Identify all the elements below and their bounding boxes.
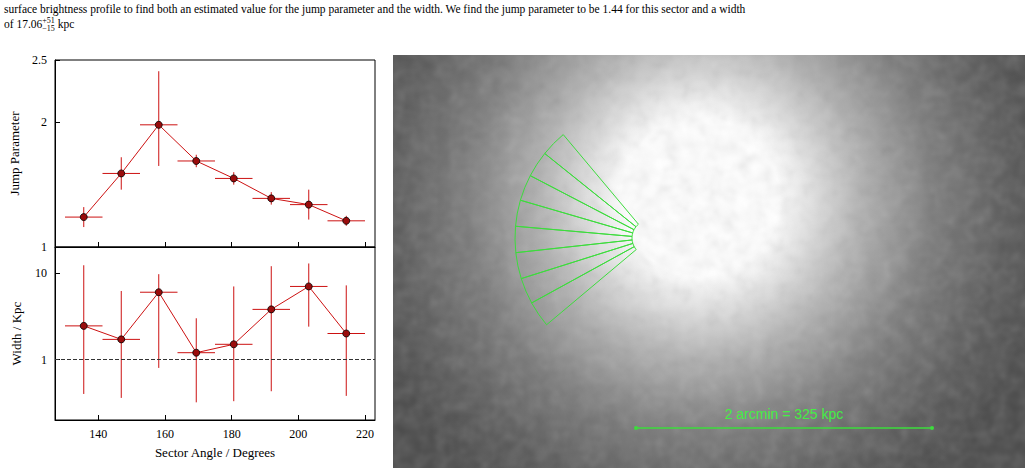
svg-text:10: 10 bbox=[35, 266, 47, 280]
svg-text:2.5: 2.5 bbox=[32, 53, 47, 67]
svg-text:Width / Kpc: Width / Kpc bbox=[9, 301, 24, 365]
svg-text:Jump Parameter: Jump Parameter bbox=[7, 111, 22, 196]
html-text:−15 kpc: −15 kpc bbox=[42, 18, 75, 34]
svg-text:140: 140 bbox=[89, 427, 107, 441]
svg-text:160: 160 bbox=[156, 427, 174, 441]
svg-text:1: 1 bbox=[41, 240, 47, 254]
svg-text:1: 1 bbox=[41, 353, 47, 367]
svg-text:200: 200 bbox=[289, 427, 307, 441]
svg-text:2: 2 bbox=[41, 115, 47, 129]
html-text:of 17.06+51: of 17.06+51 bbox=[4, 16, 55, 30]
html-text:surface brightness profile to: surface brightness profile to find both … bbox=[4, 3, 746, 15]
svg-text:Sector Angle / Degrees: Sector Angle / Degrees bbox=[155, 445, 275, 460]
svg-text:220: 220 bbox=[356, 427, 374, 441]
svg-text:2 arcmin = 325 kpc: 2 arcmin = 325 kpc bbox=[725, 406, 844, 422]
svg-text:180: 180 bbox=[223, 427, 241, 441]
